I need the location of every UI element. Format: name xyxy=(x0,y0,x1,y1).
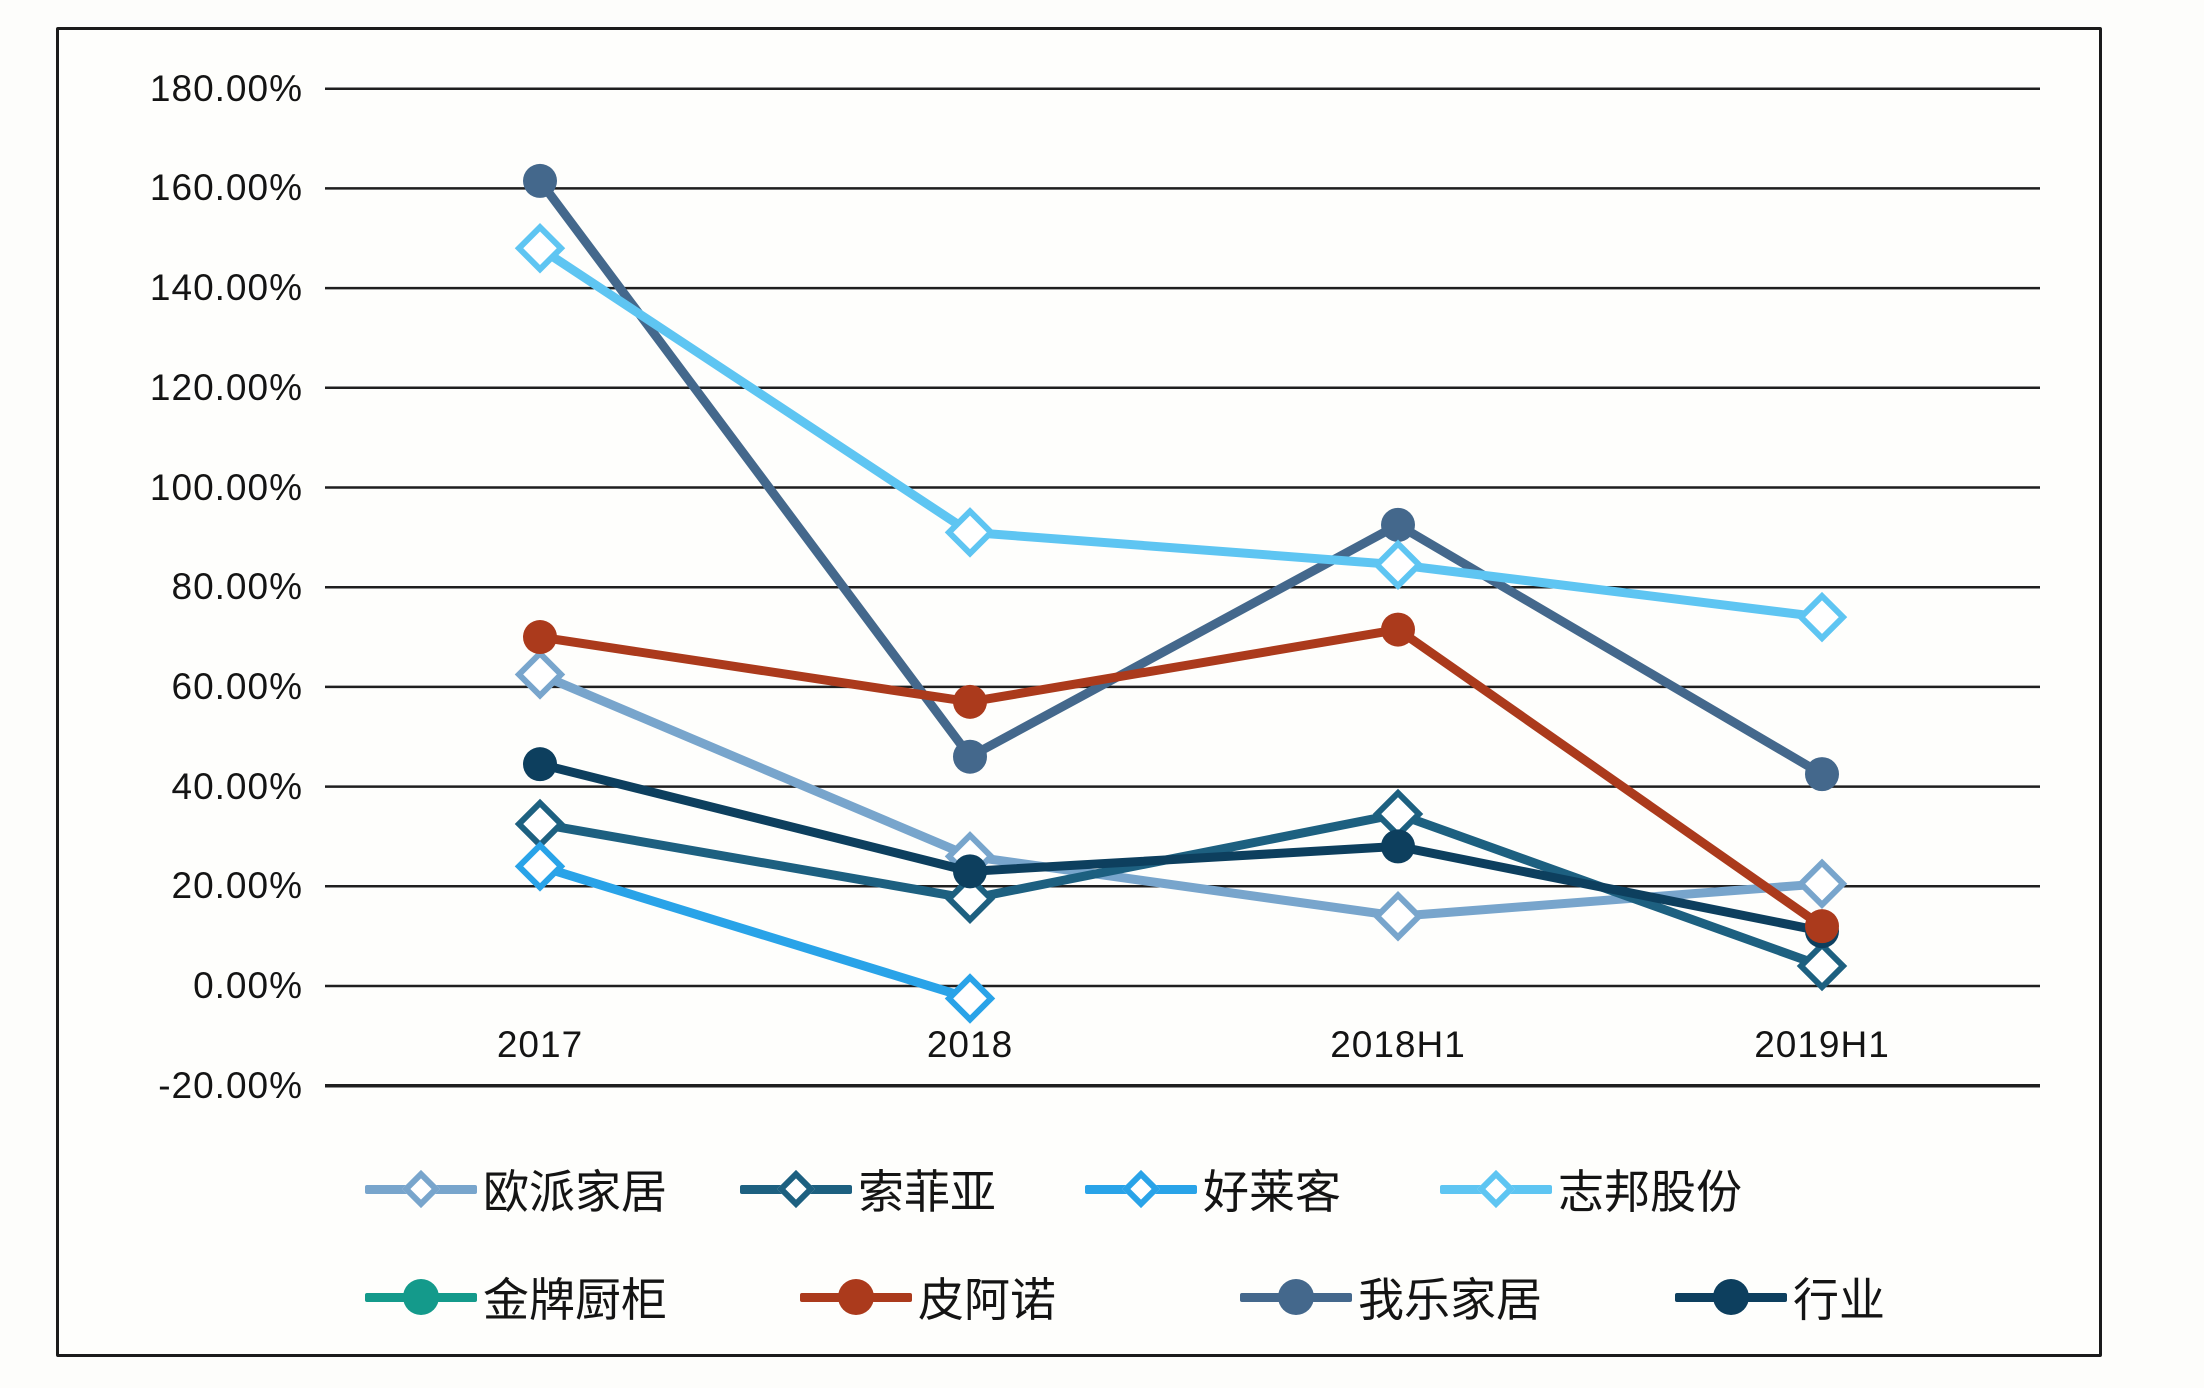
legend-marker-diamond-icon xyxy=(776,1169,816,1209)
legend-marker-diamond-icon xyxy=(1476,1169,1516,1209)
chart-frame xyxy=(56,27,2102,1357)
series-marker-diamond-icon xyxy=(1796,858,1848,910)
legend-item: 金牌厨柜 xyxy=(365,1266,667,1328)
y-axis-tick-label: 180.00% xyxy=(149,67,303,109)
x-axis-category-label: 2017 xyxy=(496,1024,584,1065)
legend-swatch-diamond-icon xyxy=(1085,1159,1197,1219)
legend-marker-diamond-icon xyxy=(1121,1169,1161,1209)
series-marker-circle-icon xyxy=(1381,829,1415,864)
legend-item: 行业 xyxy=(1675,1266,1885,1328)
series-line-7 xyxy=(535,759,1827,936)
legend-swatch-diamond-icon xyxy=(740,1159,852,1219)
series-marker-diamond-icon xyxy=(944,973,996,1024)
series-marker-circle-icon xyxy=(523,620,557,655)
legend-label: 好莱客 xyxy=(1203,1166,1341,1218)
series-marker-diamond-icon xyxy=(1372,539,1424,591)
series-marker-diamond-icon xyxy=(1372,890,1424,942)
legend-swatch-circle-icon xyxy=(1675,1267,1787,1327)
series-marker-diamond-icon xyxy=(1796,940,1848,992)
y-axis-tick-label: 80.00% xyxy=(171,566,303,608)
series-marker-circle-icon xyxy=(1381,507,1415,542)
y-axis-tick-label: 100.00% xyxy=(149,466,303,508)
legend-label: 金牌厨柜 xyxy=(483,1274,667,1326)
y-axis-tick-label: 120.00% xyxy=(149,366,303,408)
legend-item: 欧派家居 xyxy=(365,1158,667,1220)
x-axis-category-label: 2018 xyxy=(926,1024,1014,1065)
y-axis-tick-label: 40.00% xyxy=(171,765,303,807)
series-marker-diamond-icon xyxy=(514,222,566,274)
series-marker-circle-icon xyxy=(953,854,987,889)
legend-item: 皮阿诺 xyxy=(800,1266,1056,1328)
series-marker-diamond-icon xyxy=(944,873,996,925)
series-line-0 xyxy=(535,669,1827,921)
legend-item: 索菲亚 xyxy=(740,1158,996,1220)
x-axis-category-label: 2019H1 xyxy=(1754,1024,1890,1065)
series-marker-diamond-icon xyxy=(1372,788,1424,840)
series-line-5 xyxy=(535,625,1827,931)
series-marker-circle-icon xyxy=(523,747,557,782)
legend-item: 志邦股份 xyxy=(1440,1158,1742,1220)
y-axis-tick-label: 0.00% xyxy=(193,965,303,1006)
series-line-2 xyxy=(535,861,975,1003)
legend-marker-diamond-icon xyxy=(401,1169,441,1209)
series-line-6 xyxy=(535,176,1827,779)
series-marker-circle-icon xyxy=(1805,909,1839,944)
series-marker-diamond-icon xyxy=(1796,591,1848,643)
series-marker-circle-icon xyxy=(523,163,557,198)
legend-label: 志邦股份 xyxy=(1558,1166,1742,1218)
series-marker-circle-icon xyxy=(953,739,987,774)
legend-item: 好莱客 xyxy=(1085,1158,1341,1220)
x-axis-category-label: 2018H1 xyxy=(1330,1024,1466,1065)
series-marker-circle-icon xyxy=(1381,612,1415,647)
y-axis-tick-label: 20.00% xyxy=(171,865,303,907)
legend-marker-circle-icon xyxy=(1713,1279,1749,1315)
series-marker-diamond-icon xyxy=(514,649,566,700)
y-axis-tick-label: 160.00% xyxy=(149,167,303,209)
legend-label: 皮阿诺 xyxy=(918,1274,1056,1326)
series-marker-circle-icon xyxy=(953,684,987,719)
legend-marker-circle-icon xyxy=(403,1279,439,1315)
legend-label: 行业 xyxy=(1793,1274,1885,1326)
legend-marker-circle-icon xyxy=(1278,1279,1314,1315)
legend-label: 我乐家居 xyxy=(1358,1274,1542,1326)
legend-marker-circle-icon xyxy=(838,1279,874,1315)
legend-swatch-circle-icon xyxy=(365,1267,477,1327)
legend-swatch-diamond-icon xyxy=(1440,1159,1552,1219)
series-marker-diamond-icon xyxy=(514,841,566,892)
legend-swatch-diamond-icon xyxy=(365,1159,477,1219)
series-marker-diamond-icon xyxy=(944,507,996,558)
legend-item: 我乐家居 xyxy=(1240,1266,1542,1328)
y-axis-tick-label: -20.00% xyxy=(158,1064,303,1106)
y-axis-tick-label: 140.00% xyxy=(149,267,303,309)
legend-label: 欧派家居 xyxy=(483,1166,667,1218)
series-marker-diamond-icon xyxy=(514,798,566,850)
series-marker-circle-icon xyxy=(1805,757,1839,792)
legend-swatch-circle-icon xyxy=(800,1267,912,1327)
legend-swatch-circle-icon xyxy=(1240,1267,1352,1327)
legend-label: 索菲亚 xyxy=(858,1166,996,1218)
y-axis-tick-label: 60.00% xyxy=(171,665,303,707)
series-line-3 xyxy=(535,243,1827,622)
